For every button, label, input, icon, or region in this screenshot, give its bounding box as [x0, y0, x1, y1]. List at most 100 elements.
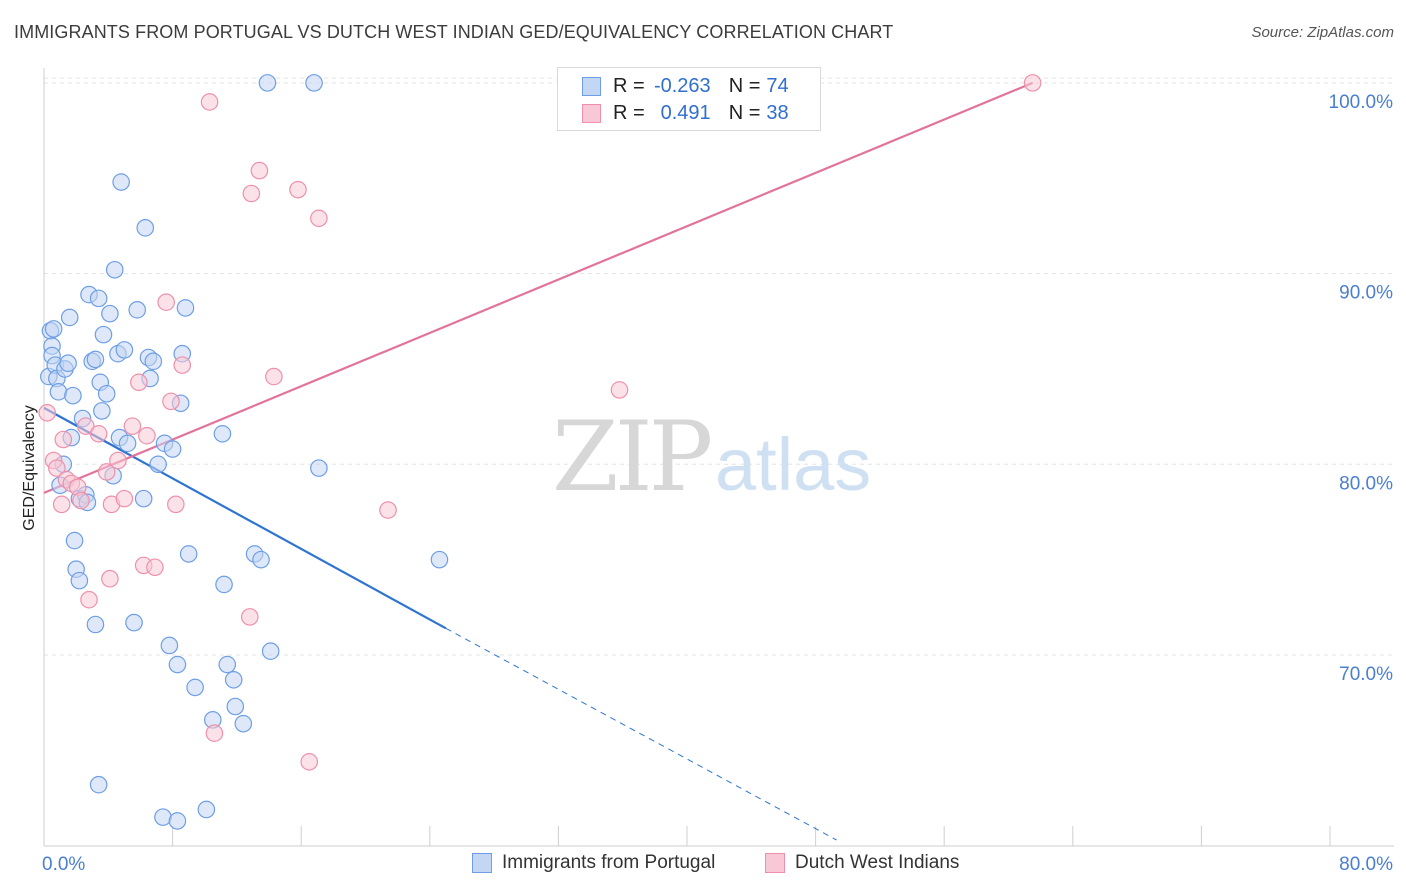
- data-point-portugal: [258, 74, 277, 92]
- data-point-dutch-west-indians: [76, 417, 95, 435]
- data-point-dutch-west-indians: [54, 430, 73, 449]
- legend-swatch-portugal: [582, 76, 601, 96]
- data-point-portugal: [310, 459, 328, 477]
- data-point-portugal: [168, 655, 187, 674]
- legend-row-portugal: R = -0.263 N = 74: [582, 74, 789, 98]
- data-point-portugal: [134, 489, 153, 508]
- data-point-portugal: [128, 301, 147, 319]
- legend-swatch-dutch-west-indians: [582, 103, 601, 123]
- legend-item-portugal[interactable]: Immigrants from Portugal: [472, 852, 715, 874]
- data-point-dutch-west-indians: [242, 184, 261, 203]
- x-tick-label: 80.0%: [1339, 854, 1393, 875]
- data-point-portugal: [70, 571, 89, 590]
- legend-r-label: R =: [613, 101, 645, 124]
- data-point-dutch-west-indians: [123, 417, 142, 435]
- data-point-portugal: [163, 440, 182, 458]
- data-point-portugal: [168, 812, 187, 830]
- data-point-portugal: [49, 383, 68, 401]
- data-point-dutch-west-indians: [200, 93, 219, 111]
- legend-item-dutch-west-indians[interactable]: Dutch West Indians: [765, 852, 959, 874]
- trend-lines: [43, 81, 1034, 841]
- tick-labels: 70.0% 80.0% 90.0% 100.0% 0.0% 80.0%: [42, 92, 1393, 875]
- data-point-portugal: [149, 455, 167, 474]
- chart-title: IMMIGRANTS FROM PORTUGAL VS DUTCH WEST I…: [14, 22, 894, 42]
- data-point-dutch-west-indians: [97, 463, 116, 481]
- data-point-portugal: [176, 299, 195, 317]
- data-point-portugal: [105, 260, 124, 279]
- legend-label-portugal: Immigrants from Portugal: [502, 852, 716, 873]
- watermark-zip: ZIP: [552, 401, 711, 513]
- data-point-portugal: [125, 613, 143, 632]
- data-point-portugal: [115, 341, 134, 359]
- data-point-dutch-west-indians: [48, 459, 66, 477]
- data-point-portugal: [86, 350, 105, 369]
- legend-r-value: -0.263: [653, 74, 711, 97]
- legend-r-label: R =: [613, 74, 645, 97]
- data-point-dutch-west-indians: [173, 356, 192, 374]
- y-tick-label: 100.0%: [1329, 92, 1394, 113]
- data-point-portugal: [101, 304, 119, 323]
- data-point-portugal: [59, 354, 77, 373]
- y-axis-label: GED/Equivalency: [21, 405, 38, 530]
- y-tick-label: 80.0%: [1339, 473, 1393, 494]
- data-point-dutch-west-indians: [157, 293, 175, 312]
- data-point-portugal: [136, 219, 155, 237]
- data-point-portugal: [112, 173, 130, 191]
- y-tick-label: 70.0%: [1339, 664, 1393, 685]
- data-point-portugal: [226, 697, 245, 716]
- data-point-portugal: [97, 384, 116, 403]
- legend-r-value: 0.491: [660, 101, 711, 124]
- data-point-dutch-west-indians: [109, 451, 127, 470]
- legend-swatch-portugal: [472, 853, 492, 873]
- legend-n-label: N =: [728, 101, 761, 124]
- legend-swatch-dutch-west-indians: [765, 853, 785, 873]
- watermark-atlas: atlas: [715, 423, 871, 506]
- data-point-portugal: [160, 636, 179, 655]
- data-point-dutch-west-indians: [265, 367, 283, 386]
- gridlines: [44, 77, 1394, 656]
- data-point-portugal: [64, 386, 82, 405]
- data-points: [38, 74, 1042, 830]
- data-point-portugal: [305, 74, 323, 92]
- data-point-portugal: [224, 671, 243, 689]
- data-point-dutch-west-indians: [250, 161, 269, 180]
- data-point-dutch-west-indians: [1023, 74, 1042, 92]
- data-point-dutch-west-indians: [162, 392, 180, 411]
- data-point-portugal: [261, 642, 280, 660]
- legend-n-label: N =: [728, 74, 761, 97]
- data-point-dutch-west-indians: [300, 753, 319, 771]
- data-point-portugal: [186, 678, 204, 697]
- stats-legend: R = -0.263 N = 74 R = 0.491 N = 38: [557, 67, 821, 131]
- data-point-dutch-west-indians: [89, 424, 108, 443]
- data-point-dutch-west-indians: [101, 569, 119, 588]
- data-point-dutch-west-indians: [52, 495, 71, 514]
- data-point-dutch-west-indians: [240, 608, 259, 626]
- data-point-portugal: [94, 325, 113, 344]
- trend-line-dutch-west-indians: [43, 81, 1034, 494]
- data-point-portugal: [218, 655, 237, 674]
- data-point-dutch-west-indians: [138, 426, 156, 445]
- trend-line-portugal: [43, 406, 447, 630]
- data-point-portugal: [252, 550, 270, 569]
- data-point-portugal: [93, 402, 111, 420]
- data-point-portugal: [154, 808, 172, 826]
- series-legend: Immigrants from Portugal Dutch West Indi…: [0, 852, 1406, 878]
- data-point-portugal: [118, 434, 137, 453]
- data-point-portugal: [197, 800, 216, 819]
- data-point-dutch-west-indians: [167, 495, 185, 514]
- data-point-portugal: [60, 308, 79, 327]
- data-point-dutch-west-indians: [130, 373, 148, 392]
- data-point-dutch-west-indians: [72, 491, 90, 510]
- data-point-dutch-west-indians: [205, 724, 224, 743]
- data-point-portugal: [144, 352, 163, 371]
- data-point-dutch-west-indians: [610, 381, 629, 399]
- data-point-portugal: [65, 531, 84, 550]
- data-point-dutch-west-indians: [379, 501, 397, 519]
- data-point-portugal: [89, 289, 108, 308]
- data-point-dutch-west-indians: [310, 209, 328, 228]
- x-tick-label: 0.0%: [42, 854, 85, 875]
- data-point-portugal: [179, 545, 198, 563]
- trend-line-portugal-extension: [445, 627, 837, 841]
- data-point-portugal: [213, 424, 232, 443]
